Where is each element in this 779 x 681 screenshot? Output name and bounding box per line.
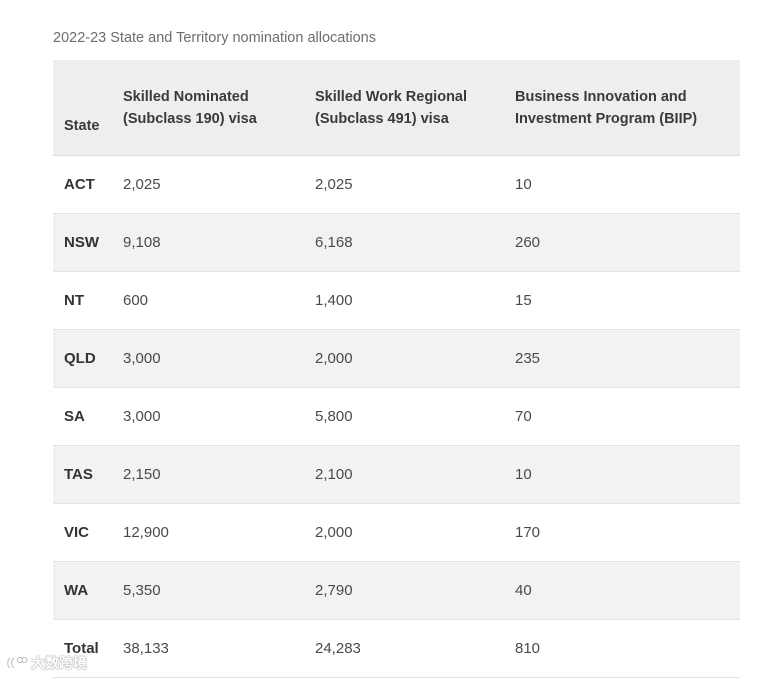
- subclass-190-cell: 600: [123, 291, 149, 309]
- subclass-491-cell: 2,025: [315, 175, 353, 193]
- biip-cell: 70: [515, 407, 532, 425]
- biip-cell: 810: [515, 639, 541, 657]
- biip-cell: 10: [515, 175, 532, 193]
- watermark-logo-icon: [6, 657, 28, 669]
- watermark-text: 大数跨境: [31, 656, 87, 672]
- subclass-491-cell: 5,800: [315, 407, 353, 425]
- state-cell: WA: [64, 581, 89, 599]
- subclass-491-cell: 2,000: [315, 349, 353, 367]
- table-row: NT 600 1,400 15: [53, 272, 740, 330]
- biip-cell: 235: [515, 349, 541, 367]
- header-subclass-190-line2: (Subclass 190) visa: [123, 110, 257, 127]
- subclass-491-cell: 6,168: [315, 233, 353, 251]
- state-cell: VIC: [64, 523, 90, 541]
- subclass-190-cell: 3,000: [123, 407, 161, 425]
- state-cell: Total: [64, 639, 99, 657]
- watermark: 大数跨境: [6, 653, 87, 673]
- table-row: VIC 12,900 2,000 170: [53, 504, 740, 562]
- subclass-190-cell: 12,900: [123, 523, 169, 541]
- biip-cell: 15: [515, 291, 532, 309]
- state-cell: NSW: [64, 233, 99, 251]
- state-cell: ACT: [64, 175, 95, 193]
- subclass-190-cell: 2,025: [123, 175, 161, 193]
- subclass-190-cell: 5,350: [123, 581, 161, 599]
- state-cell: SA: [64, 407, 85, 425]
- subclass-190-cell: 9,108: [123, 233, 161, 251]
- biip-cell: 170: [515, 523, 541, 541]
- state-cell: QLD: [64, 349, 96, 367]
- header-subclass-491-line2: (Subclass 491) visa: [315, 110, 449, 127]
- allocations-table: State Skilled Nominated (Subclass 190) v…: [53, 60, 740, 678]
- header-subclass-190-line1: Skilled Nominated: [123, 88, 249, 105]
- table-row: SA 3,000 5,800 70: [53, 388, 740, 446]
- table-row: WA 5,350 2,790 40: [53, 562, 740, 620]
- table-row-total: Total 38,133 24,283 810: [53, 620, 740, 678]
- header-biip-line2: Investment Program (BIIP): [515, 110, 698, 127]
- table-row: ACT 2,025 2,025 10: [53, 156, 740, 214]
- biip-cell: 260: [515, 233, 541, 251]
- subclass-491-cell: 2,000: [315, 523, 353, 541]
- state-cell: TAS: [64, 465, 93, 483]
- header-subclass-491: Skilled Work Regional (Subclass 491) vis…: [315, 86, 515, 130]
- table-header-row: State Skilled Nominated (Subclass 190) v…: [53, 60, 740, 156]
- subclass-491-cell: 24,283: [315, 639, 361, 657]
- table-caption: 2022-23 State and Territory nomination a…: [53, 30, 376, 46]
- subclass-491-cell: 1,400: [315, 291, 353, 309]
- header-subclass-190: Skilled Nominated (Subclass 190) visa: [123, 86, 315, 130]
- subclass-190-cell: 38,133: [123, 639, 169, 657]
- header-biip: Business Innovation and Investment Progr…: [515, 86, 740, 130]
- subclass-491-cell: 2,100: [315, 465, 353, 483]
- subclass-190-cell: 3,000: [123, 349, 161, 367]
- state-cell: NT: [64, 291, 84, 309]
- biip-cell: 40: [515, 581, 532, 599]
- header-subclass-491-line1: Skilled Work Regional: [315, 88, 468, 105]
- subclass-491-cell: 2,790: [315, 581, 353, 599]
- header-biip-line1: Business Innovation and: [515, 88, 687, 105]
- table-row: QLD 3,000 2,000 235: [53, 330, 740, 388]
- biip-cell: 10: [515, 465, 532, 483]
- table-row: NSW 9,108 6,168 260: [53, 214, 740, 272]
- header-state: State: [64, 118, 100, 134]
- subclass-190-cell: 2,150: [123, 465, 161, 483]
- table-row: TAS 2,150 2,100 10: [53, 446, 740, 504]
